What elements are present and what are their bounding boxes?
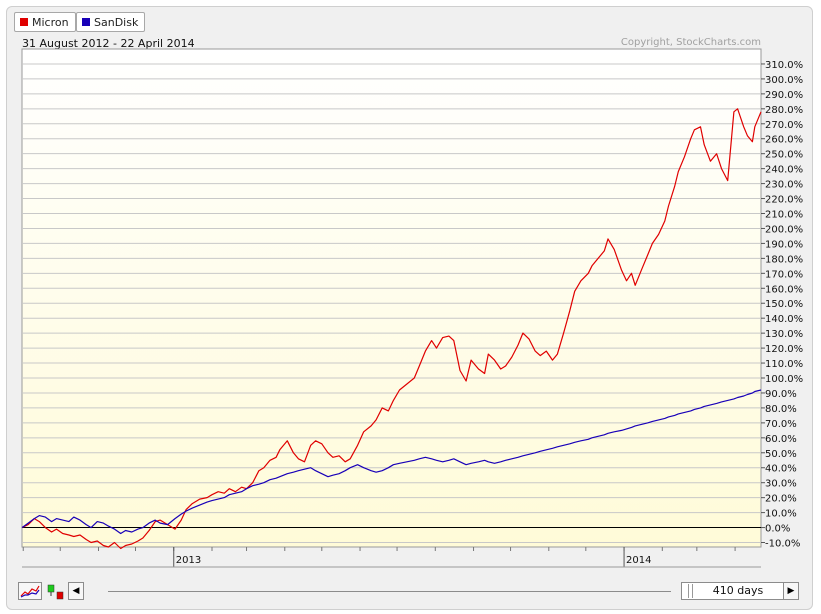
plot-area: [21, 48, 762, 548]
y-tick-label: 230.0%: [765, 180, 803, 191]
legend-label-micron: Micron: [32, 16, 69, 29]
copyright: Copyright, StockCharts.com: [620, 37, 761, 48]
y-tick-label: 50.0%: [765, 449, 797, 460]
y-tick-label: 260.0%: [765, 135, 803, 146]
y-tick-label: 210.0%: [765, 210, 803, 221]
y-tick-label: 20.0%: [765, 494, 797, 505]
y-tick-label: 80.0%: [765, 404, 797, 415]
y-tick-label: 250.0%: [765, 150, 803, 161]
scroll-right-button[interactable]: ▶: [783, 582, 799, 600]
candlestick-icon[interactable]: [44, 582, 66, 600]
y-tick-label: 280.0%: [765, 105, 803, 116]
y-tick-label: 290.0%: [765, 90, 803, 101]
y-tick-label: 300.0%: [765, 75, 803, 86]
y-tick-label: 10.0%: [765, 509, 797, 520]
triangle-left-icon: ◀: [72, 586, 80, 596]
y-tick-label: 100.0%: [765, 374, 803, 385]
date-range: 31 August 2012 - 22 April 2014: [22, 37, 195, 50]
slider-grip-left[interactable]: [688, 584, 693, 598]
y-tick-label: 130.0%: [765, 329, 803, 340]
y-tick-label: 240.0%: [765, 165, 803, 176]
y-tick-label: 160.0%: [765, 284, 803, 295]
legend-item-sandisk[interactable]: SanDisk: [76, 12, 146, 32]
line-chart-icon[interactable]: [18, 582, 42, 600]
period-slider-thumb[interactable]: 410 days: [681, 582, 795, 600]
y-tick-label: 70.0%: [765, 419, 797, 430]
y-tick-label: 60.0%: [765, 434, 797, 445]
y-tick-label: 40.0%: [765, 464, 797, 475]
y-tick-label: 30.0%: [765, 479, 797, 490]
x-tick-label: 2013: [176, 555, 201, 566]
series-line-sandisk: [21, 389, 762, 535]
y-tick-label: 110.0%: [765, 359, 803, 370]
y-tick-label: 180.0%: [765, 254, 803, 265]
y-tick-label: 140.0%: [765, 314, 803, 325]
y-tick-label: 220.0%: [765, 195, 803, 206]
line-chart-glyph: [20, 585, 40, 598]
sandisk-swatch: [82, 18, 90, 26]
x-tick-label: 2014: [626, 555, 651, 566]
triangle-right-icon: ▶: [787, 586, 795, 596]
y-tick-label: 200.0%: [765, 224, 803, 235]
y-tick-label: 310.0%: [765, 60, 803, 71]
y-tick-label: 120.0%: [765, 344, 803, 355]
y-tick-label: 170.0%: [765, 269, 803, 280]
bottom-toolbar: ◀ 410 days ▶: [18, 580, 803, 604]
y-tick-label: 270.0%: [765, 120, 803, 131]
y-tick-label: -10.0%: [765, 539, 800, 550]
range-track[interactable]: [108, 591, 671, 592]
y-tick-label: 190.0%: [765, 239, 803, 250]
y-tick-label: 0.0%: [765, 524, 790, 535]
period-label: 410 days: [712, 584, 764, 597]
legend-item-micron[interactable]: Micron: [14, 12, 76, 32]
micron-swatch: [20, 18, 28, 26]
y-tick-label: 90.0%: [765, 389, 797, 400]
y-tick-label: 150.0%: [765, 299, 803, 310]
candlestick-glyph: [47, 584, 64, 600]
series-line-micron: [21, 108, 762, 550]
legend-label-sandisk: SanDisk: [94, 16, 139, 29]
scroll-left-button[interactable]: ◀: [68, 582, 84, 600]
